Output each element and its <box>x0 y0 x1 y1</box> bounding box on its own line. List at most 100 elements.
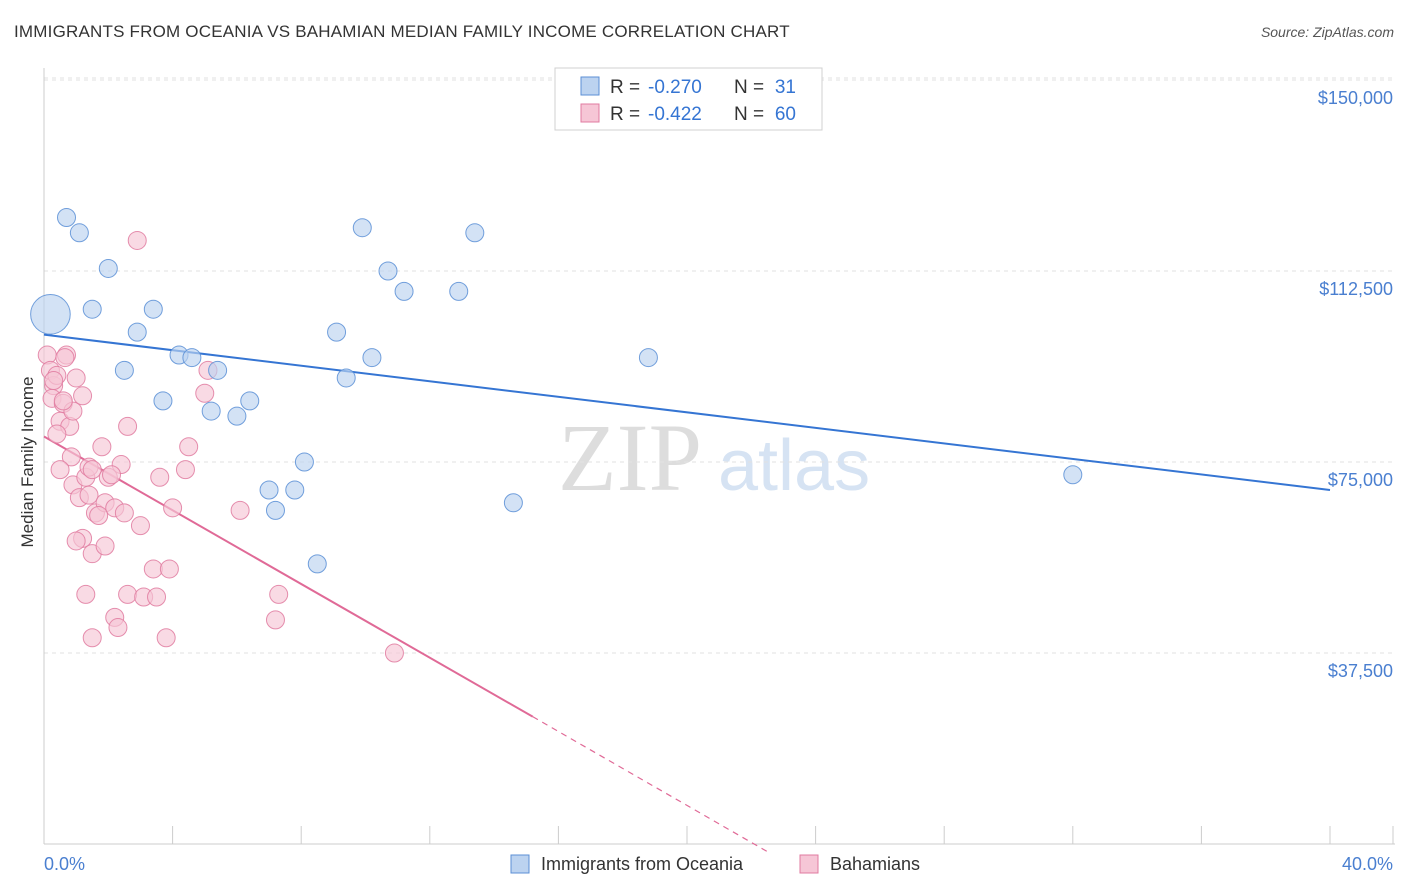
point-bahamians-43 <box>118 584 138 604</box>
point-oceania-15 <box>352 218 372 238</box>
point-oceania-23 <box>638 348 658 368</box>
point-oceania-18 <box>394 281 414 301</box>
point-oceania-11 <box>153 391 173 411</box>
watermark-zip: ZIP <box>558 404 702 511</box>
point-bahamians-33 <box>95 536 115 556</box>
point-bahamians-49 <box>82 628 102 648</box>
point-oceania-16 <box>465 223 485 243</box>
point-oceania-3 <box>98 258 118 278</box>
trend-line-bahamians-extension <box>532 716 768 853</box>
point-oceania-12 <box>201 401 221 421</box>
point-bahamians-37 <box>179 437 199 457</box>
legend-n-value-1: 60 <box>775 104 796 125</box>
point-bahamians-29 <box>130 516 150 536</box>
axes: $37,500 $75,000 $112,500 $150,000 <box>43 68 1395 845</box>
legend-r-label-0: R = <box>610 77 640 98</box>
point-oceania-22 <box>336 368 356 388</box>
legend-r-label-1: R = <box>610 104 640 125</box>
point-bahamians-59 <box>47 424 67 444</box>
point-oceania-6 <box>127 322 147 342</box>
point-bahamians-38 <box>163 498 183 518</box>
source-label: Source: ZipAtlas.com <box>1260 24 1394 40</box>
point-bahamians-27 <box>118 416 138 436</box>
y-tick-label-2: $112,500 <box>1319 279 1393 299</box>
legend-r-value-1: -0.422 <box>648 104 702 125</box>
point-oceania-14 <box>227 406 247 426</box>
point-oceania-21 <box>362 348 382 368</box>
point-bahamians-28 <box>114 503 134 523</box>
legend-bottom-label-oceania: Immigrants from Oceania <box>541 854 744 874</box>
point-bahamians-52 <box>269 584 289 604</box>
legend-n-label-0: N = <box>734 77 764 98</box>
point-bahamians-42 <box>159 559 179 579</box>
point-bahamians-13 <box>61 447 81 467</box>
point-bahamians-12 <box>73 386 93 406</box>
point-bahamians-36 <box>175 460 195 480</box>
point-oceania-19 <box>449 281 469 301</box>
point-bahamians-48 <box>108 618 128 638</box>
y-tick-label-3: $150,000 <box>1318 88 1393 108</box>
point-bahamians-50 <box>156 628 176 648</box>
point-oceania-10 <box>208 360 228 380</box>
point-bahamians-51 <box>230 500 250 520</box>
point-oceania-25 <box>259 480 279 500</box>
legend-bottom-label-bahamians: Bahamians <box>830 854 920 874</box>
point-oceania-2 <box>69 223 89 243</box>
point-oceania-17 <box>378 261 398 281</box>
point-oceania-24 <box>294 452 314 472</box>
grid-lines <box>44 77 1395 654</box>
point-oceania-4 <box>82 299 102 319</box>
chart-title: IMMIGRANTS FROM OCEANIA VS BAHAMIAN MEDI… <box>14 22 790 41</box>
point-bahamians-35 <box>150 467 170 487</box>
x-tick-label-max: 40.0% <box>1342 854 1393 874</box>
point-bahamians-53 <box>265 610 285 630</box>
point-oceania-30 <box>1063 465 1083 485</box>
point-oceania-20 <box>327 322 347 342</box>
point-bahamians-56 <box>53 391 73 411</box>
legend-swatch-oceania <box>580 76 600 96</box>
legend-top: R = -0.270 N = 31 R = -0.422 N = 60 <box>554 67 823 131</box>
x-tick-label-min: 0.0% <box>44 854 85 874</box>
point-bahamians-45 <box>147 587 167 607</box>
point-bahamians-11 <box>66 368 86 388</box>
point-bahamians-55 <box>44 371 64 391</box>
legend-bottom: Immigrants from Oceania Bahamians <box>510 854 920 874</box>
legend-r-value-0: -0.270 <box>648 77 702 98</box>
point-oceania-0 <box>30 293 71 335</box>
legend-n-value-0: 31 <box>775 77 796 98</box>
point-bahamians-22 <box>92 437 112 457</box>
point-bahamians-54 <box>384 643 404 663</box>
point-oceania-26 <box>285 480 305 500</box>
point-bahamians-20 <box>79 485 99 505</box>
point-oceania-27 <box>265 500 285 520</box>
legend-swatch-bahamians <box>580 103 600 123</box>
y-axis-label: Median Family Income <box>18 376 37 547</box>
trend-lines <box>43 333 1331 853</box>
point-bahamians-34 <box>127 230 147 250</box>
y-tick-label-1: $75,000 <box>1328 470 1393 490</box>
legend-bottom-swatch-oceania <box>510 854 530 874</box>
point-oceania-5 <box>143 299 163 319</box>
point-bahamians-57 <box>89 505 109 525</box>
point-bahamians-19 <box>82 460 102 480</box>
point-oceania-9 <box>182 348 202 368</box>
point-bahamians-46 <box>76 584 96 604</box>
data-points <box>30 208 1083 663</box>
trend-line-bahamians <box>43 435 534 718</box>
watermark-atlas: atlas <box>718 426 870 506</box>
point-oceania-7 <box>114 360 134 380</box>
point-bahamians-14 <box>50 460 70 480</box>
point-oceania-29 <box>307 554 327 574</box>
point-oceania-28 <box>503 493 523 513</box>
point-bahamians-40 <box>195 383 215 403</box>
point-bahamians-58 <box>102 465 122 485</box>
trend-line-oceania <box>43 333 1331 492</box>
point-bahamians-41 <box>143 559 163 579</box>
legend-n-label-1: N = <box>734 104 764 125</box>
y-tick-label-0: $37,500 <box>1328 661 1393 681</box>
point-oceania-1 <box>57 208 77 228</box>
point-bahamians-31 <box>66 531 86 551</box>
legend-bottom-swatch-bahamians <box>799 854 819 874</box>
point-bahamians-9 <box>55 348 75 368</box>
